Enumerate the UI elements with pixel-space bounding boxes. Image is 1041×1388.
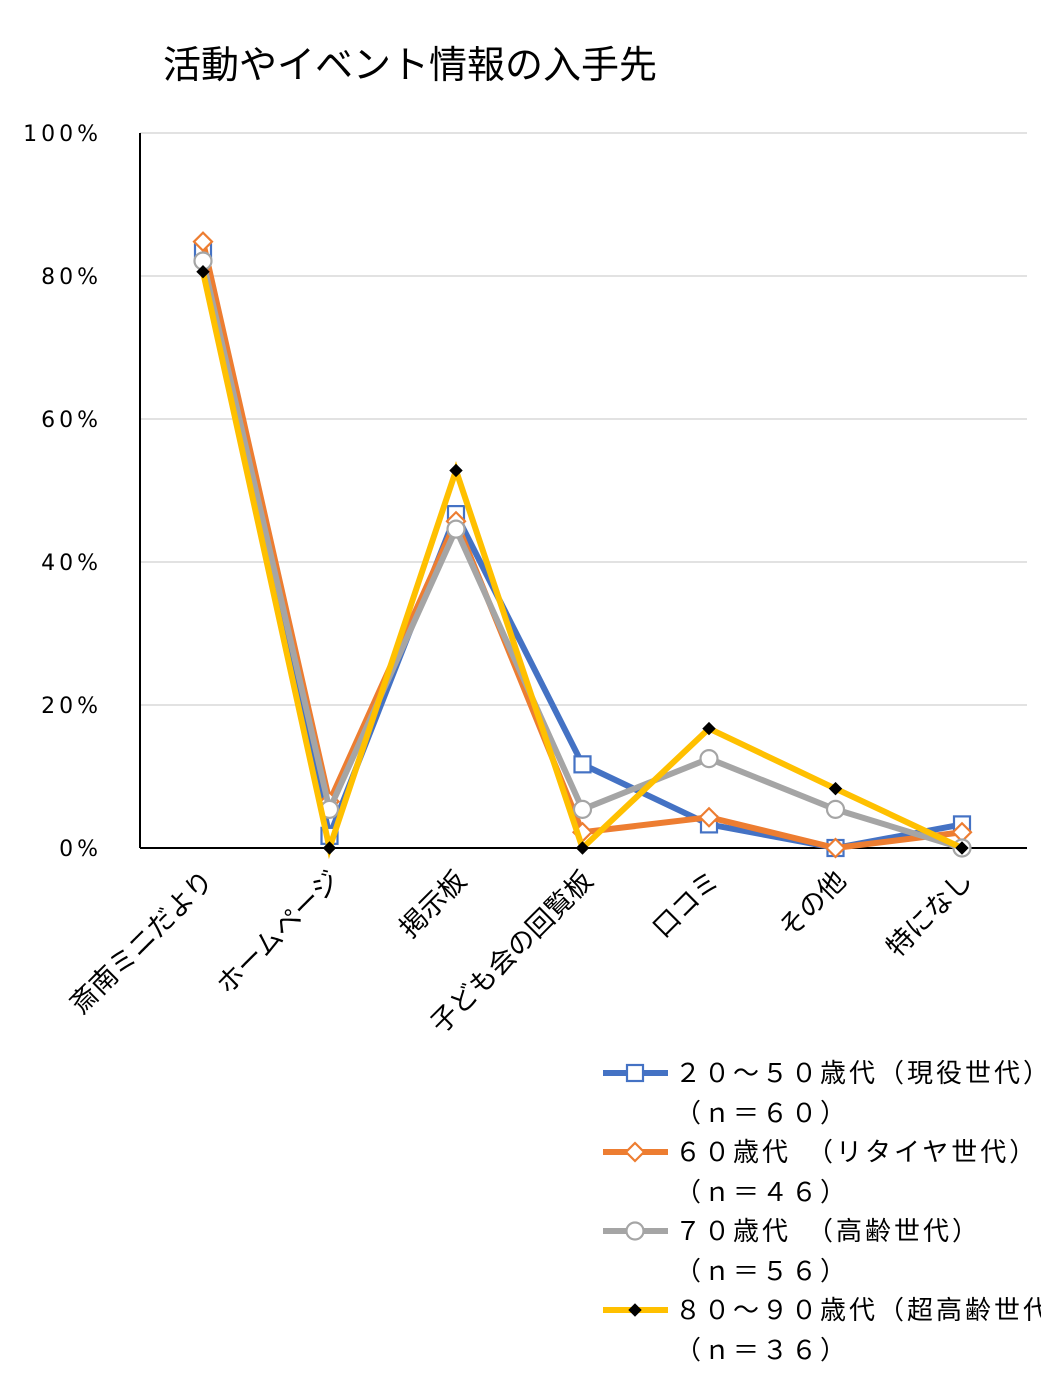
legend-label: ６０歳代 （リタイヤ世代）	[675, 1138, 1038, 1168]
y-tick-label: 40%	[41, 551, 102, 576]
y-tick-label: 0%	[59, 837, 102, 862]
chart-title: 活動やイベント情報の入手先	[163, 43, 657, 87]
legend-sample-size: （ｎ＝６０）	[675, 1099, 849, 1129]
data-point	[624, 1141, 646, 1163]
legend-sample-size: （ｎ＝３６）	[675, 1336, 849, 1366]
data-point	[699, 749, 719, 769]
series-3	[193, 251, 972, 858]
legend-label: ７０歳代 （高齢世代）	[675, 1217, 981, 1247]
data-point	[575, 841, 590, 855]
legend-entry: ２０～５０歳代（現役世代） （ｎ＝６０）	[603, 1059, 1041, 1129]
legend-label: ８０～９０歳代（超高齢世代）	[675, 1296, 1041, 1326]
data-point	[573, 755, 592, 774]
series-4	[196, 265, 969, 860]
data-point	[825, 799, 846, 819]
x-tick-label: 特になし	[881, 865, 979, 963]
data-point	[625, 1063, 645, 1083]
legend-entry: ６０歳代 （リタイヤ世代） （ｎ＝４６）	[603, 1138, 1038, 1208]
x-tick-label: 掲示板	[394, 865, 473, 944]
x-tick-label: ホームページ	[211, 865, 347, 1001]
data-point	[824, 837, 847, 859]
data-point	[449, 463, 463, 478]
data-point	[192, 231, 214, 253]
legend-entry: ７０歳代 （高齢世代） （ｎ＝５６）	[603, 1217, 981, 1287]
grid	[140, 132, 1027, 706]
y-tick-label: 60%	[41, 408, 102, 433]
data-point	[955, 841, 969, 855]
legend-sample-size: （ｎ＝５６）	[675, 1257, 849, 1287]
y-tick-label: 80%	[41, 265, 102, 290]
x-tick-label: その他	[773, 865, 852, 944]
legend-sample-size: （ｎ＝４６）	[675, 1178, 849, 1208]
data-point	[828, 781, 843, 796]
data-point	[446, 519, 466, 539]
data-point	[628, 1303, 642, 1317]
legend-label: ２０～５０歳代（現役世代）	[675, 1059, 1041, 1089]
axes	[139, 133, 1027, 849]
data-point	[625, 1221, 645, 1241]
x-tick-label: 口コミ	[647, 865, 726, 944]
data-point	[698, 806, 720, 828]
legend: ２０～５０歳代（現役世代） （ｎ＝６０） ６０歳代 （リタイヤ世代） （ｎ＝４６） ７０…	[603, 1059, 1041, 1366]
legend-entry: ８０～９０歳代（超高齢世代） （ｎ＝３６）	[603, 1296, 1041, 1366]
y-tick-label: 20%	[41, 694, 102, 719]
data-point	[322, 841, 337, 855]
y-axis-ticks: 100% 80% 60% 40% 20% 0%	[23, 122, 102, 862]
data-point	[196, 265, 210, 279]
x-tick-label: 斎南ミニだより	[65, 865, 220, 1020]
series	[192, 231, 973, 860]
y-tick-label: 100%	[23, 122, 102, 147]
data-point	[572, 799, 593, 819]
data-point	[702, 721, 716, 736]
